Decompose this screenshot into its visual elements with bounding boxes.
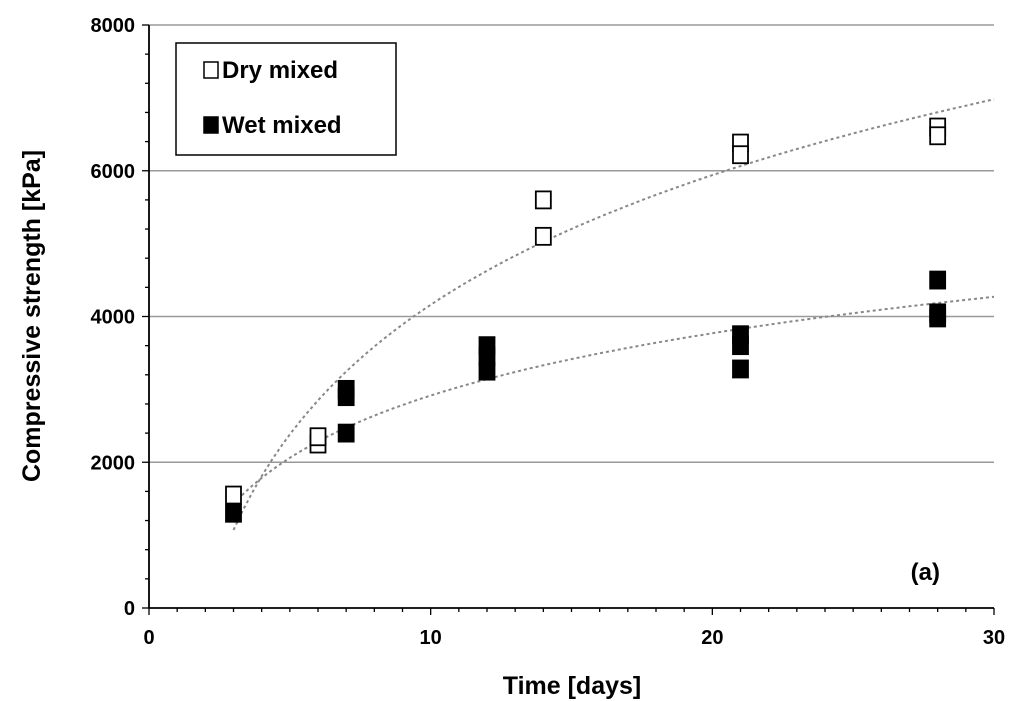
legend-wet-mixed: Wet mixed — [222, 112, 342, 139]
dry-mixed-point — [534, 190, 552, 210]
wet-mixed-point — [478, 361, 496, 381]
trend-line-1 — [232, 295, 995, 505]
dry-mixed-point — [929, 126, 947, 146]
panel-label: (a) — [911, 559, 940, 586]
dry-mixed-point — [225, 485, 242, 505]
wet-mixed-point — [337, 423, 355, 443]
x-tick-label: 30 — [983, 627, 1005, 649]
x-tick-label: 20 — [701, 627, 723, 649]
x-tick-label: 0 — [143, 627, 154, 649]
x-tick-label: 10 — [420, 627, 442, 649]
legend-open-square-icon — [203, 61, 219, 79]
x-axis-label: Time [days] — [503, 672, 641, 700]
wet-mixed-point — [929, 270, 947, 290]
y-tick-label: 2000 — [91, 452, 136, 474]
wet-mixed-point — [929, 308, 947, 328]
dry-mixed-point — [309, 427, 327, 447]
tick-labels: 0 2000 4000 6000 8000 0 10 20 30 — [91, 15, 1006, 649]
dry-mixed-point — [534, 226, 552, 246]
tick-marks — [142, 24, 995, 615]
wet-mixed-point — [732, 359, 749, 379]
dry-mixed-point — [732, 145, 749, 165]
y-tick-label: 4000 — [91, 307, 136, 329]
y-tick-label: 8000 — [91, 15, 136, 37]
legend: Dry mixed Wet mixed — [175, 42, 397, 156]
y-axis-label: Compressive strength [kPa] — [18, 150, 46, 482]
y-tick-label: 6000 — [91, 161, 136, 183]
legend-dry-mixed: Dry mixed — [222, 57, 338, 84]
gridlines — [149, 24, 994, 464]
trend-line-0 — [232, 98, 995, 531]
wet-mixed-point — [732, 336, 749, 356]
trend-lines — [232, 98, 995, 531]
wet-mixed-point — [337, 387, 355, 407]
legend-filled-square-icon — [203, 116, 219, 134]
wet-mixed-point — [225, 503, 242, 523]
data-points — [225, 117, 947, 523]
y-tick-label: 0 — [124, 598, 135, 620]
